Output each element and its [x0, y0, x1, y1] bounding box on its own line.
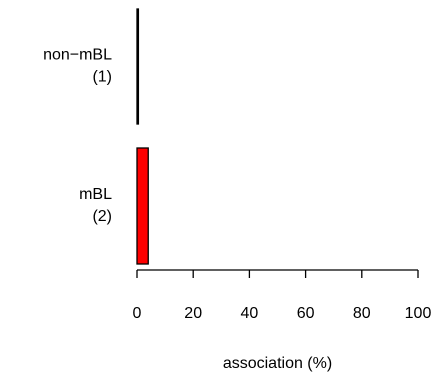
x-tick-label-2: 40	[241, 305, 259, 322]
category-label-0: non−mBL	[43, 47, 112, 64]
x-tick-label-1: 20	[184, 305, 202, 322]
category-labels: non−mBL (1) mBL (2)	[43, 47, 112, 226]
bar-0	[136, 8, 140, 125]
category-label-1: mBL	[79, 186, 112, 203]
bar-1	[136, 147, 149, 265]
category-count-0: (1)	[92, 69, 112, 86]
x-tick-label-4: 80	[353, 305, 371, 322]
x-axis-ticks: 0 20 40 60 80 100	[133, 270, 432, 322]
x-tick-label-0: 0	[133, 305, 142, 322]
x-tick-label-5: 100	[405, 305, 432, 322]
x-tick-label-3: 60	[297, 305, 315, 322]
category-count-1: (2)	[92, 208, 112, 225]
x-axis-title: association (%)	[223, 355, 332, 372]
bars-group	[136, 8, 149, 265]
